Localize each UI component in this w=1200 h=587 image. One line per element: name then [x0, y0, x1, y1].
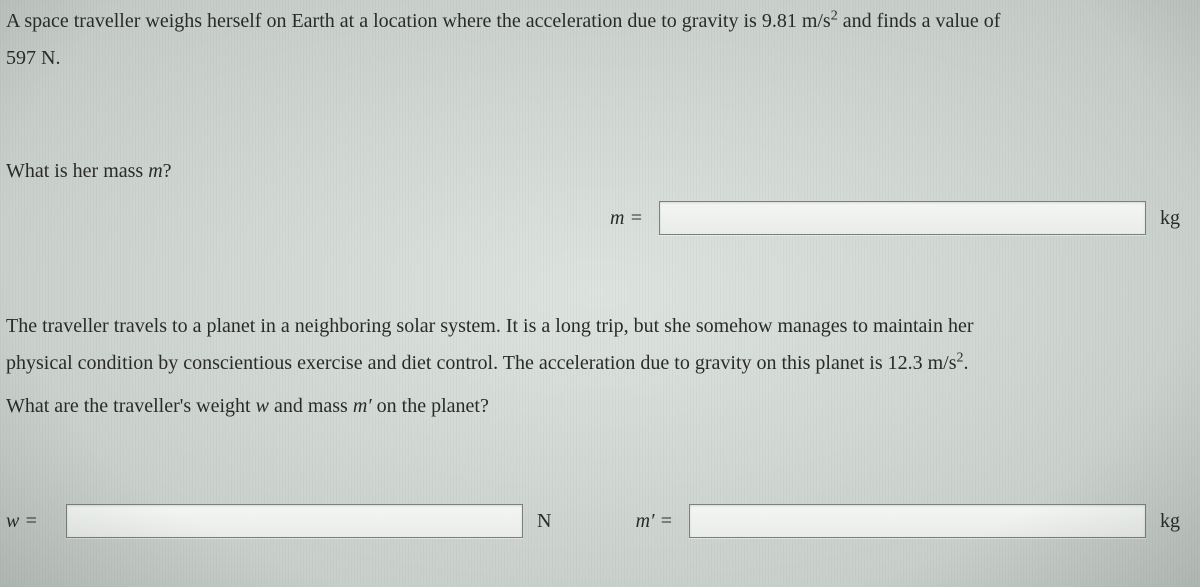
m-equals-label: m = — [579, 203, 643, 234]
mid-line1: The traveller travels to a planet in a n… — [6, 311, 1192, 342]
weight-input[interactable] — [66, 504, 523, 538]
intro-text-2: and finds a value of — [838, 10, 1001, 32]
m-prime-equals-label: m′ = — [609, 506, 673, 537]
squared: 2 — [957, 350, 964, 365]
unit-kg: kg — [1160, 203, 1186, 234]
mass-input[interactable] — [659, 201, 1146, 235]
weight-value-line: 597 N. — [6, 43, 1192, 74]
g-planet: 12.3 m/s2 — [888, 352, 964, 374]
mid-line2: physical condition by conscientious exer… — [6, 348, 1192, 379]
var-m: m — [148, 160, 162, 182]
mass-prime-group: m′ = kg — [609, 504, 1186, 538]
q2-prompt: What are the traveller's weight w and ma… — [6, 391, 1192, 422]
squared: 2 — [831, 8, 838, 23]
q1-answer-row: m = kg — [6, 201, 1192, 235]
w-equals-label: w = — [6, 506, 50, 537]
problem-intro: A space traveller weighs herself on Eart… — [6, 6, 1192, 37]
q2-answer-row: w = N m′ = kg — [6, 504, 1192, 538]
mass-prime-input[interactable] — [689, 504, 1146, 538]
unit-n: N — [537, 506, 563, 537]
weight-group: w = N — [6, 504, 563, 538]
unit-kg-2: kg — [1160, 506, 1186, 537]
var-m-prime: m′ — [353, 395, 372, 417]
intro-text-1: A space traveller weighs herself on Eart… — [6, 10, 762, 32]
var-w: w — [256, 395, 269, 417]
g-earth: 9.81 m/s2 — [762, 10, 838, 32]
q1-prompt: What is her mass m? — [6, 156, 1192, 187]
